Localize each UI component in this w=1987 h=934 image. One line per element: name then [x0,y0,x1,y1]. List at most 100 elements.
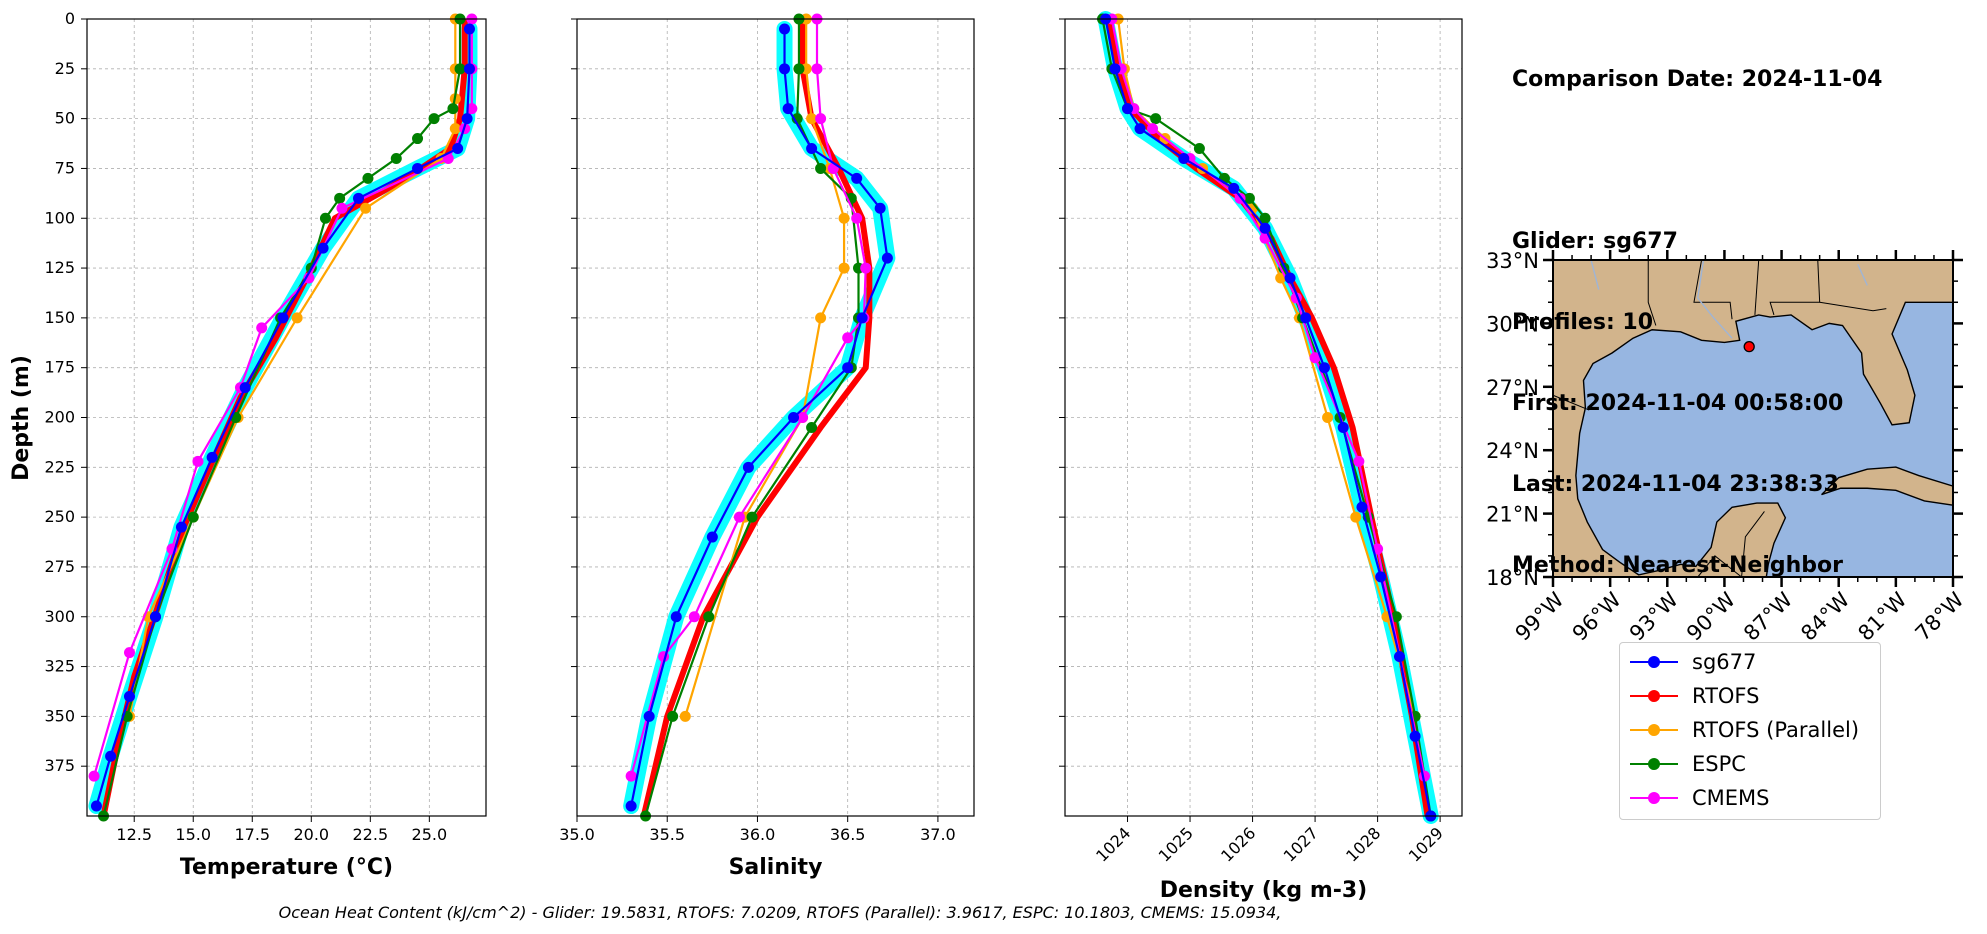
legend-item-rtofs: RTOFS [1630,681,1759,711]
data-point [1375,571,1387,583]
data-point [412,162,424,174]
y-axis-label: Depth (m) [9,355,34,481]
map-lat-label: 27°N [1486,376,1539,400]
series-line-cmems [1110,18,1426,777]
x-tick-label: 1029 [1405,823,1447,865]
legend-item-espc: ESPC [1630,749,1746,779]
x-tick-label: 1028 [1342,823,1384,865]
river-line [1590,259,1600,290]
map-lat-label: 33°N [1486,249,1539,273]
y-tick-label: 225 [44,457,75,476]
data-point [706,531,718,543]
panel-3: 1024 1025 1026 1027 1028 1029 Density (kg m-3) [1059,11,1463,903]
data-point [1337,421,1349,433]
data-point [192,455,204,467]
data-point [860,262,872,274]
series-line-rtofs [100,19,468,817]
data-point [788,412,800,423]
data-point [317,242,329,254]
data-point [239,382,251,394]
first-text: First: 2024-11-04 00:58:00 [1512,391,1844,416]
data-point [703,611,715,623]
data-point [815,113,827,125]
data-point [362,172,374,184]
panel-2: 35.0 35.5 36.0 36.5 37.0 Salinity [559,13,975,880]
y-tick-label: 100 [44,208,75,227]
y-tick-label: 250 [44,507,75,526]
y-tick-label: 125 [44,258,75,277]
data-point [881,252,893,264]
y-tick-label: 350 [44,706,75,725]
data-point [277,312,289,324]
y-tick-label: 175 [44,358,75,377]
legend-label: RTOFS [1692,684,1760,708]
x-tick-label: 35.5 [649,825,685,844]
legend-label: ESPC [1692,752,1746,776]
data-point [811,63,823,75]
data-point [175,521,187,533]
border-line [1693,259,1733,320]
x-tick-label: 36.0 [740,825,776,844]
data-point [461,113,473,125]
legend-item-sg677: sg677 [1630,647,1756,677]
data-point [303,272,315,284]
border-line [1769,259,1821,316]
glider-text: Glider: sg677 [1512,229,1678,254]
data-point [1122,103,1134,115]
legend-item-rtofs-parallel: RTOFS (Parallel) [1630,715,1859,745]
legend-label: RTOFS (Parallel) [1692,718,1860,742]
data-point [390,152,402,164]
data-point [1134,123,1146,135]
border-line [1754,259,1760,315]
data-point [1150,113,1162,125]
data-point [746,511,758,523]
data-point [779,23,791,35]
data-point [1193,143,1205,155]
panel-1: 12.5 15.0 17.5 20.0 22.5 25.0 0 25 50 75 100 125 150… [9,9,487,880]
data-point [1318,362,1330,374]
profiles-text: Profiles: 10 [1512,310,1654,335]
data-point [1300,312,1312,324]
data-point [1259,212,1271,224]
map-lat-label: 21°N [1486,503,1539,527]
data-point [412,133,424,145]
data-point [851,212,863,224]
data-point [123,690,135,702]
data-point [838,262,850,274]
info-spacer [1512,147,1882,174]
y-tick-label: 325 [44,657,75,676]
data-point [815,162,827,174]
y-tick-label: 300 [44,607,75,626]
data-point [842,332,854,344]
data-point [874,202,886,214]
x-tick-label: 1026 [1217,823,1259,865]
data-point [449,123,461,135]
data-point [428,113,440,125]
legend-item-cmems: CMEMS [1630,783,1770,813]
river-line [1697,259,1733,339]
data-point [1353,455,1365,467]
glider-position-marker [1743,340,1755,353]
x-tick-label: 1025 [1155,823,1197,865]
x-tick-label: 37.0 [920,825,956,844]
data-point [454,63,466,75]
data-point [463,63,475,75]
data-point [1322,412,1334,423]
data-point [851,172,863,184]
data-point [670,611,682,623]
last-text: Last: 2024-11-04 23:38:33 [1512,472,1839,497]
data-point [149,611,161,623]
data-point [1147,123,1159,135]
series-line-rtofs-parallel- [684,19,846,717]
map-lon-label: 78°W [1911,587,1969,645]
data-point [90,800,102,812]
x-tick-label: 1024 [1092,823,1134,865]
data-point [319,212,331,224]
legend-swatch [1630,720,1678,740]
border-line [1697,555,1742,578]
data-point [187,511,199,523]
data-point [336,202,348,214]
data-point [625,800,637,812]
ocean-heat-content-footer: Ocean Heat Content (kJ/cm^2) - Glider: 1… [278,903,1282,922]
